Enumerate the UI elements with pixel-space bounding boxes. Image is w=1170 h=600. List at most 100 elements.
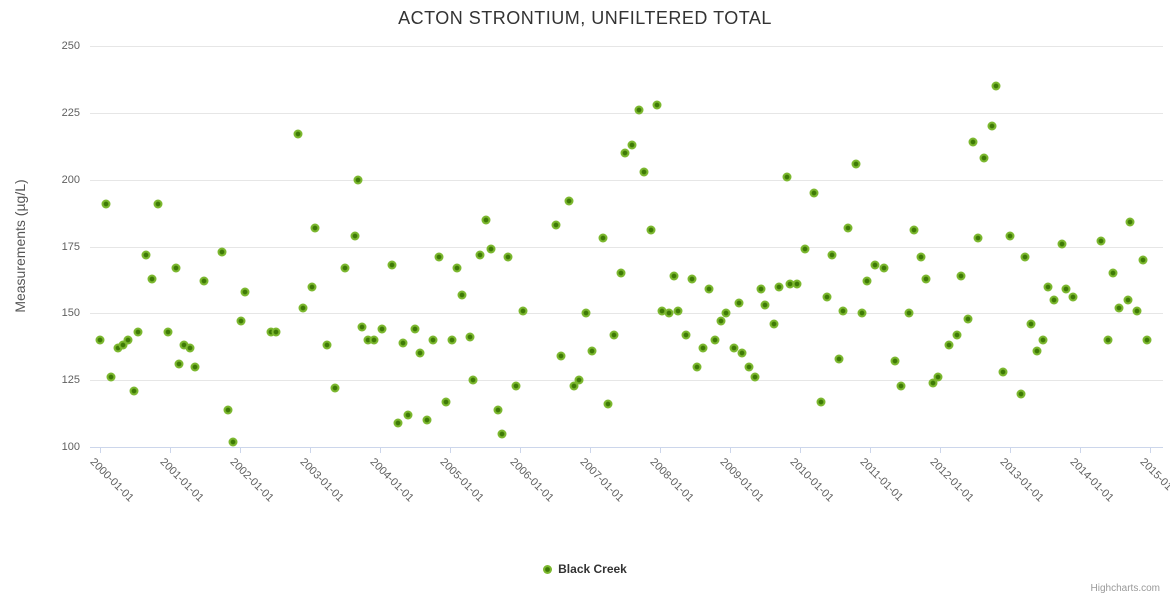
data-point[interactable]: [774, 282, 784, 292]
data-point[interactable]: [1132, 306, 1142, 316]
data-point[interactable]: [704, 284, 714, 294]
data-point[interactable]: [271, 327, 281, 337]
data-point[interactable]: [673, 306, 683, 316]
data-point[interactable]: [1049, 295, 1059, 305]
data-point[interactable]: [1103, 335, 1113, 345]
data-point[interactable]: [574, 375, 584, 385]
data-point[interactable]: [669, 271, 679, 281]
data-point[interactable]: [330, 383, 340, 393]
data-point[interactable]: [447, 335, 457, 345]
data-point[interactable]: [298, 303, 308, 313]
data-point[interactable]: [422, 415, 432, 425]
data-point[interactable]: [171, 263, 181, 273]
data-point[interactable]: [634, 105, 644, 115]
data-point[interactable]: [769, 319, 779, 329]
data-point[interactable]: [518, 306, 528, 316]
data-point[interactable]: [369, 335, 379, 345]
data-point[interactable]: [646, 225, 656, 235]
data-point[interactable]: [236, 316, 246, 326]
data-point[interactable]: [106, 372, 116, 382]
data-point[interactable]: [785, 279, 795, 289]
data-point[interactable]: [737, 348, 747, 358]
data-point[interactable]: [393, 418, 403, 428]
data-point[interactable]: [857, 308, 867, 318]
data-point[interactable]: [1138, 255, 1148, 265]
data-point[interactable]: [398, 338, 408, 348]
data-point[interactable]: [569, 381, 579, 390]
data-point[interactable]: [760, 300, 770, 310]
data-point[interactable]: [822, 292, 832, 302]
credits-link[interactable]: Highcharts.com: [1090, 583, 1160, 594]
data-point[interactable]: [616, 268, 626, 278]
data-point[interactable]: [428, 335, 438, 345]
data-point[interactable]: [721, 308, 731, 318]
data-point[interactable]: [174, 359, 184, 369]
data-point[interactable]: [410, 324, 420, 334]
data-point[interactable]: [1005, 231, 1015, 241]
data-point[interactable]: [998, 367, 1008, 377]
data-point[interactable]: [350, 231, 360, 241]
data-point[interactable]: [1125, 217, 1135, 227]
data-point[interactable]: [228, 437, 238, 447]
data-point[interactable]: [1043, 282, 1053, 292]
data-point[interactable]: [468, 375, 478, 385]
data-point[interactable]: [1016, 389, 1026, 399]
data-point[interactable]: [698, 343, 708, 353]
data-point[interactable]: [734, 298, 744, 308]
data-point[interactable]: [639, 167, 649, 177]
data-point[interactable]: [353, 175, 363, 185]
data-point[interactable]: [357, 322, 367, 332]
data-point[interactable]: [904, 308, 914, 318]
data-point[interactable]: [834, 354, 844, 364]
data-point[interactable]: [838, 306, 848, 316]
data-point[interactable]: [1020, 252, 1030, 262]
data-point[interactable]: [756, 284, 766, 294]
data-point[interactable]: [310, 223, 320, 233]
data-point[interactable]: [564, 196, 574, 206]
data-point[interactable]: [118, 340, 128, 350]
data-point[interactable]: [729, 343, 739, 353]
data-point[interactable]: [95, 335, 105, 345]
data-point[interactable]: [627, 140, 637, 150]
data-point[interactable]: [1114, 303, 1124, 313]
data-point[interactable]: [862, 276, 872, 286]
data-point[interactable]: [217, 247, 227, 257]
data-point[interactable]: [123, 335, 133, 345]
data-point[interactable]: [716, 316, 726, 326]
data-point[interactable]: [497, 429, 507, 439]
data-point[interactable]: [928, 378, 938, 388]
data-point[interactable]: [457, 290, 467, 300]
data-point[interactable]: [223, 405, 233, 415]
data-point[interactable]: [652, 100, 662, 110]
data-point[interactable]: [1032, 346, 1042, 356]
data-point[interactable]: [944, 340, 954, 350]
data-point[interactable]: [147, 274, 157, 284]
data-point[interactable]: [340, 263, 350, 273]
data-point[interactable]: [434, 252, 444, 262]
data-point[interactable]: [387, 260, 397, 270]
data-point[interactable]: [133, 327, 143, 337]
data-point[interactable]: [475, 250, 485, 260]
data-point[interactable]: [1108, 268, 1118, 278]
data-point[interactable]: [415, 348, 425, 358]
data-point[interactable]: [851, 159, 861, 169]
data-point[interactable]: [377, 324, 387, 334]
data-point[interactable]: [1038, 335, 1048, 345]
data-point[interactable]: [973, 233, 983, 243]
data-point[interactable]: [153, 199, 163, 209]
legend-item-black-creek[interactable]: Black Creek: [543, 562, 627, 576]
data-point[interactable]: [890, 356, 900, 366]
data-point[interactable]: [692, 362, 702, 372]
data-point[interactable]: [963, 314, 973, 324]
data-point[interactable]: [603, 399, 613, 409]
data-point[interactable]: [916, 252, 926, 262]
data-point[interactable]: [792, 279, 802, 289]
data-point[interactable]: [199, 276, 209, 286]
data-point[interactable]: [620, 148, 630, 158]
data-point[interactable]: [664, 308, 674, 318]
data-point[interactable]: [1057, 239, 1067, 249]
data-point[interactable]: [609, 330, 619, 340]
data-point[interactable]: [101, 199, 111, 209]
data-point[interactable]: [1061, 284, 1071, 294]
data-point[interactable]: [441, 397, 451, 407]
